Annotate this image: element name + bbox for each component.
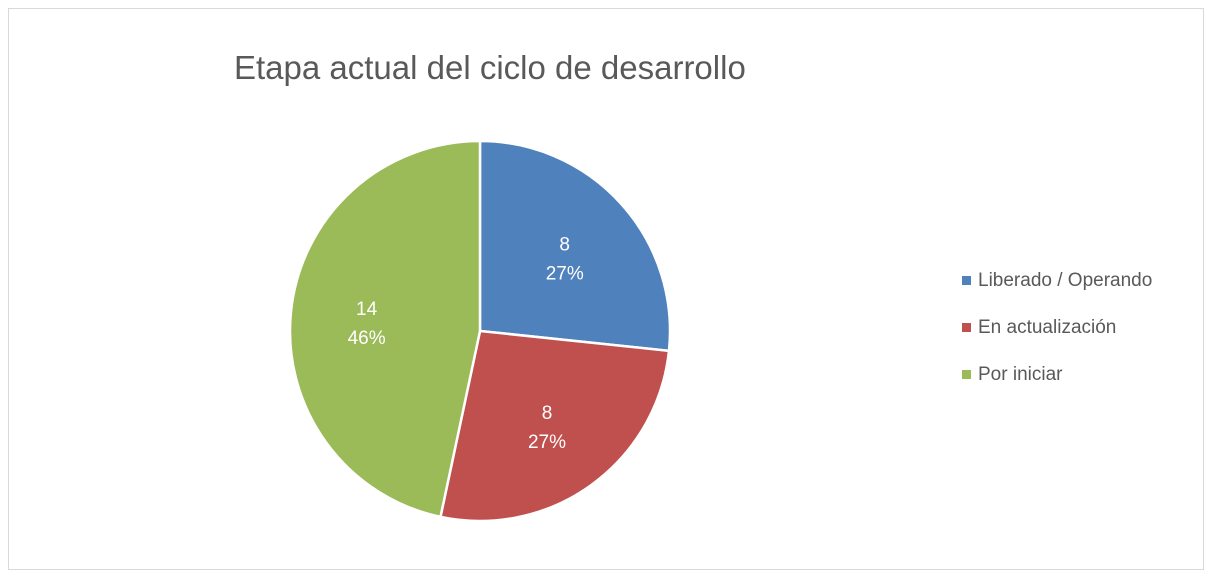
legend-item-liberado: Liberado / Operando (962, 268, 1152, 293)
slice-percent-label-liberado: 27% (546, 264, 584, 285)
legend-item-por-iniciar: Por iniciar (962, 362, 1152, 387)
slice-value-label-actualizacion: 8 (542, 403, 553, 424)
pie-slice-liberado (478, 139, 672, 353)
slice-value-label-por-iniciar: 14 (356, 299, 378, 320)
legend-label-actualizacion: En actualización (978, 316, 1117, 338)
slice-value-label-liberado: 8 (559, 235, 570, 256)
legend-item-actualizacion: En actualización (962, 315, 1152, 340)
slice-percent-label-actualizacion: 27% (528, 432, 566, 453)
pie-slice-por-iniciar (288, 139, 482, 519)
slice-percent-label-por-iniciar: 46% (348, 328, 386, 349)
chart-title: Etapa actual del ciclo de desarrollo (234, 49, 746, 86)
legend-swatch-liberado (962, 276, 971, 285)
legend-label-liberado: Liberado / Operando (978, 269, 1153, 291)
pie-slice-actualizacion (439, 329, 671, 523)
legend: Liberado / Operando En actualización Por… (962, 268, 1152, 409)
legend-swatch-por-iniciar (962, 370, 971, 379)
legend-swatch-actualizacion (962, 323, 971, 332)
legend-label-por-iniciar: Por iniciar (978, 363, 1063, 385)
